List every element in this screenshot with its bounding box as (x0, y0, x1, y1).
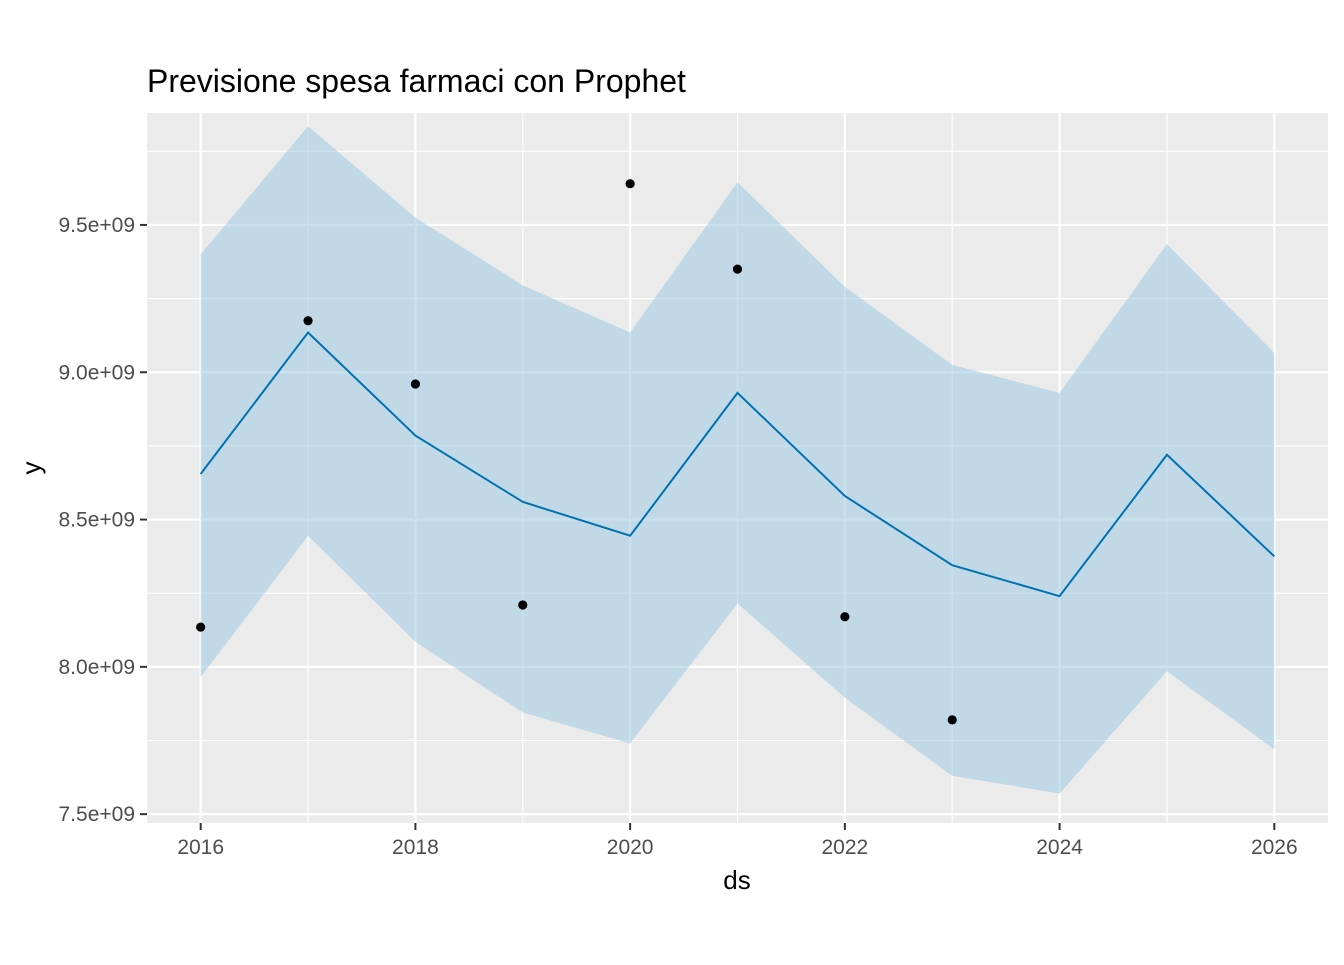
x-tick-label: 2018 (392, 836, 439, 859)
y-axis-label: y (16, 462, 46, 475)
uncertainty-interval-band (200, 126, 1275, 794)
forecast-line-layer (199, 330, 1276, 598)
y-tick-label: 7.5e+09 (59, 803, 136, 826)
y-tick-label: 8.5e+09 (59, 509, 136, 532)
observed-point (732, 264, 743, 274)
x-axis-label: ds (723, 865, 750, 895)
chart-title: Previsione spesa farmaci con Prophet (147, 63, 686, 99)
y-tick-label: 8.0e+09 (59, 656, 136, 679)
forecast-line (199, 330, 1276, 598)
x-tick-label: 2026 (1251, 836, 1298, 859)
observed-points-layer (196, 179, 957, 725)
y-tick-label: 9.0e+09 (59, 361, 136, 384)
x-axis: 2016 2018 2020 2022 2024 2026 (177, 823, 1298, 859)
observed-point (518, 600, 528, 610)
observed-point (303, 316, 313, 326)
observed-point (625, 179, 635, 189)
y-tick-label: 9.5e+09 (59, 214, 136, 237)
x-tick-label: 2016 (177, 836, 224, 859)
observed-point (410, 379, 421, 389)
observed-point (947, 715, 957, 725)
uncertainty-interval-layer (200, 126, 1275, 794)
x-tick-label: 2020 (607, 836, 654, 859)
observed-point (840, 612, 850, 622)
y-axis: 7.5e+09 8.0e+09 8.5e+09 9.0e+09 9.5e+09 (59, 214, 147, 826)
x-tick-label: 2024 (1036, 836, 1083, 859)
x-tick-label: 2022 (822, 836, 869, 859)
observed-point (196, 622, 206, 632)
